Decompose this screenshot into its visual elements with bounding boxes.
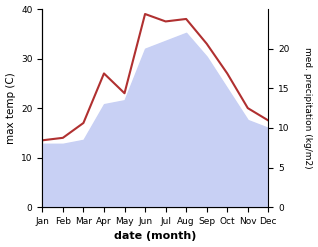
Y-axis label: max temp (C): max temp (C) — [5, 72, 16, 144]
Y-axis label: med. precipitation (kg/m2): med. precipitation (kg/m2) — [303, 47, 313, 169]
X-axis label: date (month): date (month) — [114, 231, 197, 242]
